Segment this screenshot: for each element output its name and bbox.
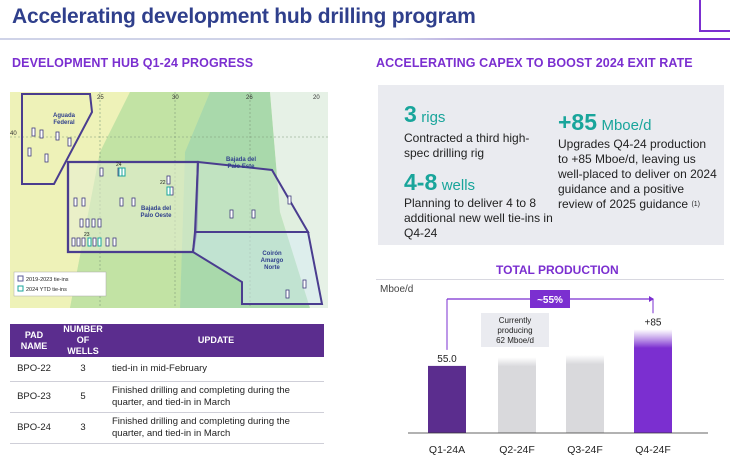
callout-text: 62 Mboe/d: [496, 336, 534, 345]
block-label: Bajada del: [141, 206, 171, 212]
pad-table: PAD NAME NUMBER OF WELLS UPDATE BPO-22 3 t…: [10, 324, 324, 444]
chart-title: TOTAL PRODUCTION: [496, 263, 619, 277]
left-section-heading: DEVELOPMENT HUB Q1-24 PROGRESS: [12, 56, 254, 70]
block-label: Bajada del: [226, 157, 256, 163]
block-coiron-amargo-norte: [191, 231, 324, 305]
block-aguada-federal: [21, 93, 94, 185]
production-description: Upgrades Q4-24 production to +85 Mboe/d,…: [558, 137, 717, 211]
legend-label: 2024 YTD tie-ins: [26, 287, 67, 293]
block-label: Federal: [53, 120, 75, 126]
bar-q2-24f: [498, 357, 536, 433]
corner-accent: [699, 0, 730, 32]
callout-text: Currently: [499, 316, 531, 325]
data-label: 55.0: [437, 354, 457, 365]
col-number-of-wells: NUMBER OF WELLS: [58, 324, 108, 357]
table-header-row: PAD NAME NUMBER OF WELLS UPDATE: [10, 324, 324, 357]
col-update: UPDATE: [108, 324, 324, 357]
pad-label: 24: [116, 162, 122, 168]
table-row: BPO-23 5 Finished drilling and completin…: [10, 381, 324, 413]
cell-pad: BPO-23: [10, 381, 58, 413]
footnote-marker: (1): [691, 201, 700, 208]
x-tick-label: Q3-24F: [567, 444, 603, 456]
title-divider: [0, 38, 730, 40]
callout-box: [481, 313, 549, 347]
cell-update: Finished drilling and completing during …: [108, 381, 324, 413]
production-unit: Mboe/d: [601, 117, 652, 134]
map-legend: [13, 271, 107, 297]
col-pad-name: PAD NAME: [10, 324, 58, 357]
map-grid-label: 20: [313, 95, 320, 101]
x-tick-label: Q2-24F: [499, 444, 535, 456]
bar-q3-24f: [566, 354, 604, 433]
wells-unit: wells: [441, 177, 476, 194]
capex-stats-panel: 3 rigs Contracted a third high-spec dril…: [378, 85, 724, 245]
cell-wells: 5: [58, 381, 108, 413]
block-label: Norte: [264, 265, 280, 271]
rigs-unit: rigs: [421, 109, 446, 126]
cell-update: Finished drilling and completing during …: [108, 412, 324, 444]
pad-label: 23: [84, 232, 90, 238]
block-label: Aguada: [53, 113, 76, 119]
x-tick-label: Q4-24F: [635, 444, 671, 456]
cell-wells: 3: [58, 412, 108, 444]
rigs-value: 3: [404, 101, 417, 127]
map-grid-label: 30: [172, 95, 179, 101]
cell-update: tied-in in mid-February: [108, 357, 324, 382]
page-title: Accelerating development hub drilling pr…: [12, 5, 476, 28]
y-axis-label: Mboe/d: [380, 284, 413, 295]
production-stat: +85 Mboe/d: [558, 109, 652, 136]
total-production-chart: Mboe/d Q1-24A Q2-24F Q3-24F Q4-24F 55.0+85 …: [380, 284, 708, 456]
x-tick-label: Q1-24A: [429, 444, 465, 456]
block-label: Palo Oeste: [140, 213, 172, 219]
pad-label: 22: [160, 180, 166, 186]
cell-pad: BPO-24: [10, 412, 58, 444]
map-grid-label: 25: [97, 95, 104, 101]
legend-swatch-2024-ytd: [17, 285, 24, 292]
growth-badge-label: ~55%: [537, 295, 563, 306]
chart-title-rule: [376, 279, 724, 280]
wells-value: 4-8: [404, 169, 438, 195]
map-grid-label: 40: [10, 131, 17, 137]
map-grid-label: 26: [246, 95, 253, 101]
block-label: Coirón: [262, 251, 282, 257]
block-label: Palo Este: [227, 164, 255, 170]
callout-text: producing: [497, 326, 532, 335]
wells-stat: 4-8 wells: [404, 169, 475, 196]
bracket-arrow: [649, 296, 654, 302]
rigs-description: Contracted a third high-spec drilling ri…: [404, 131, 530, 160]
table-row: BPO-24 3 Finished drilling and completin…: [10, 412, 324, 444]
table-row: BPO-22 3 tied-in in mid-February: [10, 357, 324, 382]
growth-bracket: ~55%: [446, 290, 654, 350]
cell-wells: 3: [58, 357, 108, 382]
bar-q1-24a: [428, 365, 466, 433]
cell-pad: BPO-22: [10, 357, 58, 382]
growth-badge: [530, 290, 570, 308]
data-label: +85: [645, 317, 662, 328]
rigs-stat: 3 rigs: [404, 101, 445, 128]
legend-swatch-2019-2023: [17, 275, 24, 282]
production-value: +85: [558, 109, 598, 135]
bar-q4-24f: [634, 329, 672, 433]
wells-description: Planning to deliver 4 to 8 additional ne…: [404, 196, 553, 240]
right-section-heading: ACCELERATING CAPEX TO BOOST 2024 EXIT RA…: [376, 56, 693, 70]
development-hub-map: 25 30 26 20 40 Aguada Federal Bajada del…: [10, 92, 328, 308]
map-zone-far-east: [270, 92, 328, 308]
block-label: Amargo: [261, 258, 284, 264]
legend-label: 2019-2023 tie-ins: [26, 277, 69, 283]
